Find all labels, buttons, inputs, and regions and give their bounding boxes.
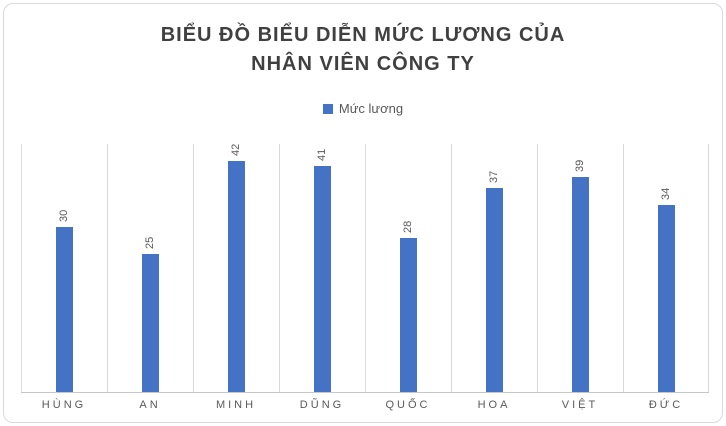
chart-area: BIỂU ĐỒ BIỂU DIỄN MỨC LƯƠNG CỦA NHÂN VIÊ…	[3, 3, 723, 423]
bar-value-label: 39	[573, 159, 586, 172]
chart-title: BIỂU ĐỒ BIỂU DIỄN MỨC LƯƠNG CỦA NHÂN VIÊ…	[4, 21, 722, 79]
bar	[657, 205, 675, 392]
bar	[485, 188, 503, 392]
legend: Mức lương	[4, 101, 722, 116]
x-axis-label: QUỐC	[385, 399, 431, 411]
x-axis-label: HÙNG	[41, 399, 87, 411]
gridline	[451, 144, 452, 392]
bar	[313, 166, 331, 392]
gridline	[21, 144, 22, 392]
x-axis-label: ĐỨC	[648, 399, 684, 411]
bar-value-label: 34	[659, 187, 672, 200]
bar-value-label: 28	[401, 220, 414, 233]
bar-value-label: 41	[315, 148, 328, 161]
x-axis-label: HOA	[477, 399, 511, 411]
x-axis-label: VIỆT	[561, 399, 599, 411]
legend-color-swatch	[322, 103, 333, 114]
gridline	[279, 144, 280, 392]
bar-value-label: 42	[229, 143, 242, 156]
bar	[227, 161, 245, 392]
bar-value-label: 30	[57, 209, 70, 222]
chart-title-line-1: BIỂU ĐỒ BIỂU DIỄN MỨC LƯƠNG CỦA	[160, 24, 566, 46]
gridline	[107, 144, 108, 392]
x-axis-label: DŨNG	[299, 399, 345, 411]
gridline	[537, 144, 538, 392]
gridline	[623, 144, 624, 392]
gridline	[708, 144, 709, 392]
gridline	[365, 144, 366, 392]
bar-value-label: 37	[487, 170, 500, 183]
plot-area: 30 25 42 41 28 37 39 34	[21, 144, 709, 393]
chart-title-line-2: NHÂN VIÊN CÔNG TY	[251, 53, 475, 75]
bar	[55, 227, 73, 392]
x-axis-label: MINH	[215, 399, 257, 411]
gridline	[193, 144, 194, 392]
bar	[141, 254, 159, 392]
x-axis: HÙNG AN MINH DŨNG QUỐC HOA VIỆT ĐỨC	[21, 393, 709, 415]
bar	[571, 177, 589, 392]
bar-value-label: 25	[143, 236, 156, 249]
legend-label: Mức lương	[338, 101, 404, 116]
bar	[399, 238, 417, 392]
x-axis-label: AN	[139, 399, 161, 411]
